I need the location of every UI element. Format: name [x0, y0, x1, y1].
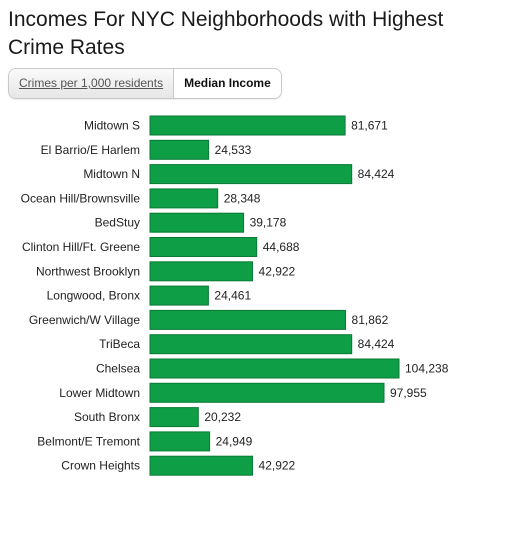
category-label: El Barrio/E Harlem — [41, 143, 140, 157]
value-label: 84,424 — [358, 337, 395, 351]
category-label: South Bronx — [74, 410, 140, 424]
category-label: TriBeca — [99, 337, 140, 351]
value-label: 81,862 — [352, 313, 389, 327]
tab-crimes-per-1000[interactable]: Crimes per 1,000 residents — [9, 69, 175, 98]
bar[interactable] — [149, 455, 253, 476]
category-label: Ocean Hill/Brownsville — [21, 191, 141, 205]
category-label: Belmont/E Tremont — [37, 434, 140, 448]
bar[interactable] — [149, 285, 209, 306]
bar[interactable] — [149, 139, 210, 160]
category-label: Crown Heights — [61, 459, 140, 473]
bar[interactable] — [149, 431, 211, 452]
tab-median-income[interactable]: Median Income — [174, 69, 281, 98]
bar[interactable] — [149, 164, 353, 185]
bar[interactable] — [149, 382, 385, 403]
value-label: 104,238 — [405, 362, 449, 376]
category-label: Greenwich/W Village — [29, 313, 140, 327]
bar[interactable] — [149, 212, 245, 233]
bar[interactable] — [149, 334, 353, 355]
value-label: 24,949 — [216, 434, 253, 448]
chart-title: Incomes For NYC Neighborhoods with Highe… — [8, 8, 444, 59]
value-label: 39,178 — [250, 216, 287, 230]
value-label: 84,424 — [358, 167, 395, 181]
value-label: 81,671 — [351, 119, 388, 133]
bar-chart: Midtown S 81,671 El Barrio/E Harlem 24,533 M… — [21, 115, 449, 476]
bar[interactable] — [149, 261, 253, 282]
bar[interactable] — [149, 309, 346, 330]
value-label: 42,922 — [259, 264, 296, 278]
category-label: Clinton Hill/Ft. Greene — [22, 240, 140, 254]
value-label: 24,461 — [214, 289, 251, 303]
bar[interactable] — [149, 407, 199, 428]
bar[interactable] — [149, 237, 258, 257]
bar[interactable] — [149, 358, 400, 379]
metric-tabs: Crimes per 1,000 residents Median Income — [8, 68, 282, 99]
value-label: 20,232 — [204, 410, 241, 424]
category-label: Northwest Brooklyn — [36, 264, 140, 278]
value-label: 24,533 — [215, 143, 252, 157]
category-label: Chelsea — [96, 362, 140, 376]
bar[interactable] — [149, 115, 346, 136]
bar[interactable] — [149, 188, 219, 209]
value-label: 97,955 — [390, 386, 427, 400]
value-label: 28,348 — [224, 191, 261, 205]
category-label: Longwood, Bronx — [47, 289, 140, 303]
value-label: 42,922 — [259, 459, 296, 473]
category-label: Midtown N — [83, 167, 140, 181]
category-label: Lower Midtown — [59, 386, 140, 400]
category-label: BedStuy — [95, 216, 140, 230]
value-label: 44,688 — [263, 240, 300, 254]
category-label: Midtown S — [84, 119, 140, 133]
